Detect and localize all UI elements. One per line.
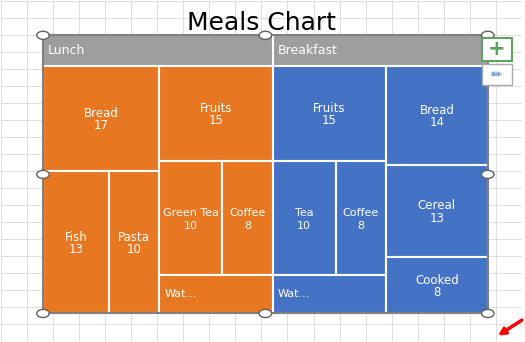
Bar (43, 35, 272, 66)
Circle shape (481, 31, 494, 39)
Bar (386, 165, 488, 257)
Bar (386, 66, 488, 165)
Bar (272, 161, 335, 275)
Text: 13: 13 (68, 243, 83, 256)
FancyBboxPatch shape (481, 64, 512, 85)
Text: Fruits: Fruits (313, 102, 345, 115)
Text: Bread: Bread (83, 107, 119, 120)
Text: ✏: ✏ (491, 68, 502, 82)
Text: Fruits: Fruits (200, 102, 232, 115)
Text: 10: 10 (184, 221, 198, 231)
Bar (159, 66, 272, 161)
Bar (43, 35, 488, 314)
Bar (109, 171, 159, 314)
Bar (43, 171, 109, 314)
Text: Coffee: Coffee (229, 208, 266, 218)
Circle shape (259, 31, 271, 39)
Text: 8: 8 (244, 221, 251, 231)
Bar (43, 66, 159, 171)
FancyBboxPatch shape (481, 38, 512, 61)
Text: Wat...: Wat... (164, 289, 197, 300)
Text: 10: 10 (297, 221, 311, 231)
Text: 8: 8 (358, 221, 364, 231)
Bar (386, 257, 488, 314)
Text: Tea: Tea (295, 208, 313, 218)
Text: Wat...: Wat... (278, 289, 310, 300)
Bar (272, 35, 488, 66)
Bar (159, 275, 272, 314)
Text: Lunch: Lunch (48, 44, 86, 57)
Circle shape (37, 31, 49, 39)
Circle shape (481, 170, 494, 179)
Text: Cooked: Cooked (415, 274, 459, 287)
Text: 17: 17 (93, 119, 109, 132)
Bar (272, 66, 386, 161)
Text: Green Tea: Green Tea (163, 208, 219, 218)
Text: Bread: Bread (419, 104, 454, 117)
Text: 13: 13 (429, 212, 444, 225)
Bar (272, 275, 386, 314)
Text: 14: 14 (429, 116, 444, 129)
Text: Cereal: Cereal (418, 199, 456, 212)
Bar (335, 161, 386, 275)
Text: 10: 10 (127, 243, 141, 256)
Bar (159, 161, 222, 275)
Text: 15: 15 (322, 115, 337, 128)
Text: 15: 15 (208, 115, 224, 128)
Bar (222, 161, 272, 275)
Text: +: + (488, 39, 506, 59)
Text: 8: 8 (433, 286, 440, 299)
Circle shape (37, 310, 49, 317)
Circle shape (37, 170, 49, 179)
Text: Fish: Fish (65, 231, 87, 244)
Circle shape (259, 310, 271, 317)
Text: Meals Chart: Meals Chart (187, 11, 336, 36)
Text: Breakfast: Breakfast (278, 44, 338, 57)
Text: Coffee: Coffee (343, 208, 379, 218)
Circle shape (481, 310, 494, 317)
Text: Pasta: Pasta (118, 231, 150, 244)
